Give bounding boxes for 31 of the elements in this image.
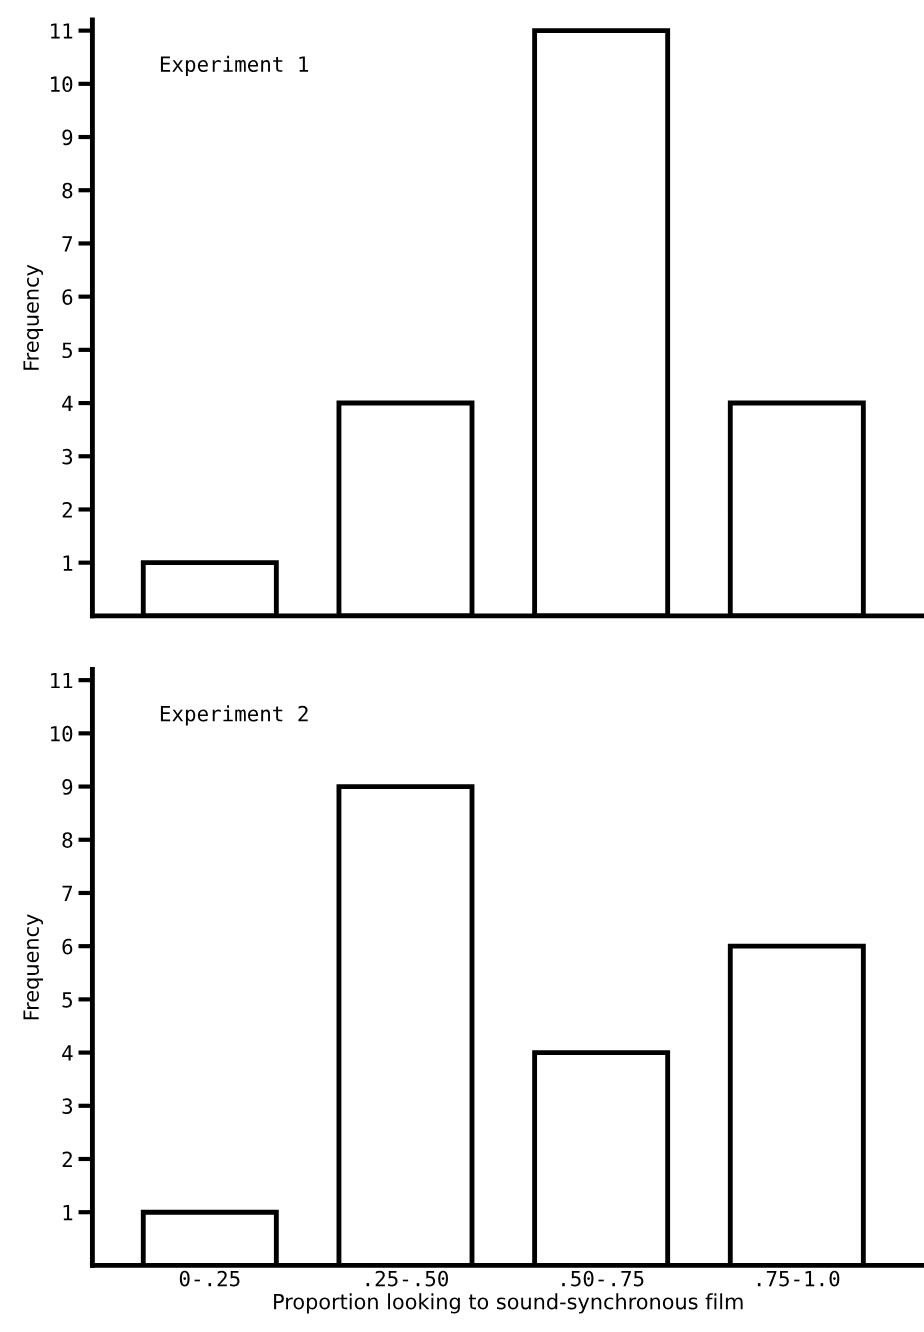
x-tick-label: .25-.50 bbox=[366, 1270, 449, 1287]
y-tick-label: 1 bbox=[63, 1204, 73, 1221]
x-tick-label: .75-1.0 bbox=[757, 1270, 840, 1287]
annotation: Experiment 2 bbox=[160, 705, 308, 726]
y-tick-label: 4 bbox=[62, 1045, 73, 1061]
y-tick-label: 7 bbox=[62, 885, 73, 901]
annotation: Experiment 1 bbox=[160, 55, 309, 77]
x-tick-label: .50-.75 bbox=[562, 1270, 644, 1287]
y-tick-label: 10 bbox=[51, 725, 73, 742]
y-axis-title: Frequency bbox=[23, 264, 44, 370]
y-tick-label: 2 bbox=[62, 501, 72, 518]
y-axis-title: Frequency bbox=[23, 914, 44, 1020]
x-axis-title: Proportion looking to sound-synchronous film bbox=[274, 1293, 743, 1314]
y-tick-label: 9 bbox=[62, 779, 73, 795]
y-tick-label: 4 bbox=[62, 395, 73, 412]
y-tick-label: 2 bbox=[62, 1151, 72, 1167]
y-tick-label: 6 bbox=[62, 938, 73, 955]
y-tick-label: 9 bbox=[62, 129, 73, 146]
y-tick-label: 6 bbox=[62, 289, 73, 305]
y-tick-label: 5 bbox=[62, 992, 72, 1008]
y-tick-label: 11 bbox=[51, 672, 73, 689]
y-tick-label: 3 bbox=[62, 1098, 73, 1115]
y-tick-label: 3 bbox=[62, 448, 73, 465]
y-tick-label: 10 bbox=[51, 76, 73, 93]
y-tick-label: 7 bbox=[62, 236, 73, 252]
y-tick-label: 8 bbox=[62, 832, 73, 849]
y-tick-label: 11 bbox=[51, 23, 73, 39]
x-tick-label: 0-.25 bbox=[179, 1270, 240, 1287]
y-tick-label: 1 bbox=[63, 555, 73, 571]
y-tick-label: 8 bbox=[62, 182, 73, 199]
y-tick-label: 5 bbox=[62, 342, 72, 359]
